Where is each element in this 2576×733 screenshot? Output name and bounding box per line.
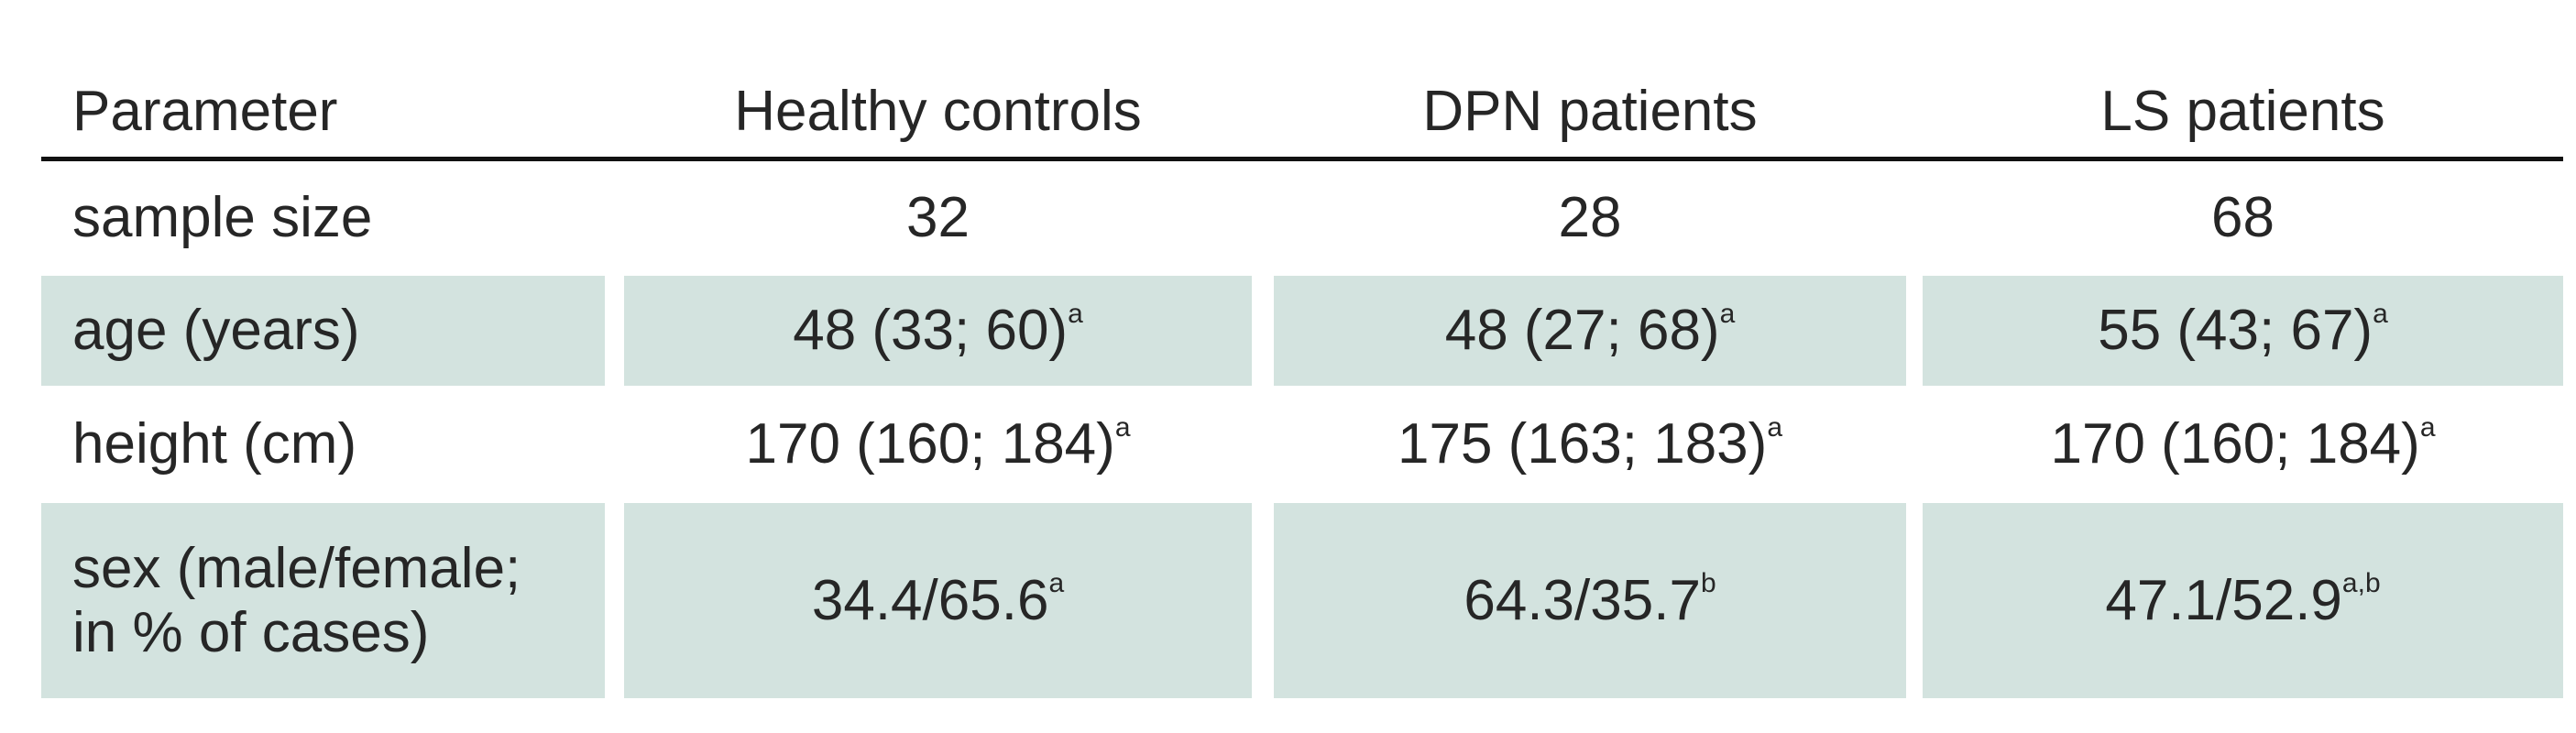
cell-content: 47.1/52.9a,b [2105,568,2381,632]
label-line: in % of cases) [72,600,430,664]
cell-content: 68 [2211,186,2275,249]
footnote-mark: a,b [2341,568,2381,599]
footnote-mark: a [1767,411,1782,443]
data-cell: 170 (160; 184)a [624,391,1252,498]
header-cell: Healthy controls [734,79,1142,143]
row-label: sex (male/female; in % of cases) [41,503,605,698]
cell-content: 170 (160; 184)a [746,412,1131,476]
row-label: age (years) [41,276,605,386]
cell-content: 32 [906,186,970,249]
footnote-mark: a [1719,298,1736,329]
label-text: age (years) [72,299,360,362]
data-cell: 55 (43; 67)a [1923,276,2563,386]
data-cell: 48 (27; 68)a [1274,276,1906,386]
data-cell: 28 [1274,165,1906,271]
cell-value: 175 (163; 183) [1398,412,1768,476]
label-text: height (cm) [72,412,356,476]
cell-value: 32 [906,186,970,250]
data-cell: 64.3/35.7b [1274,503,1906,698]
cell-content: 28 [1559,186,1622,249]
row-label: sample size [41,165,605,271]
cell-content: 55 (43; 67)a [2098,298,2388,363]
header-cell: Parameter [72,79,338,143]
cell-value: 68 [2211,186,2275,250]
cell-content: 170 (160; 184)a [2051,412,2436,476]
cell-content: 34.4/65.6a [811,568,1065,632]
cell-value: 170 (160; 184) [2050,412,2420,476]
footnote-mark: a [1048,568,1065,599]
header-cell: DPN patients [1422,79,1758,143]
cell-content: 64.3/35.7b [1463,568,1716,632]
label-line: sample size [72,186,373,250]
cell-content: 48 (33; 60)a [793,298,1083,363]
cell-value: 28 [1558,186,1622,250]
header-rule [41,157,2563,161]
label-line: sex (male/female; [72,537,521,601]
cell-value: 48 (27; 68) [1444,299,1720,363]
row-label: height (cm) [41,391,605,498]
header-cell: LS patients [2100,79,2385,143]
label-text: sample size [72,186,372,249]
data-cell: 48 (33; 60)a [624,276,1252,386]
cell-content: 175 (163; 183)a [1398,412,1782,476]
data-cell: 175 (163; 183)a [1274,391,1906,498]
cell-value: 48 (33; 60) [793,299,1069,363]
footnote-mark: b [1700,568,1716,599]
cell-value: 34.4/65.6 [811,568,1049,632]
cell-value: 170 (160; 184) [745,412,1115,476]
footnote-mark: a [1114,411,1131,443]
footnote-mark: a [2419,411,2436,443]
data-cell: 34.4/65.6a [624,503,1252,698]
data-cell: 170 (160; 184)a [1923,391,2563,498]
cell-value: 55 (43; 67) [2098,299,2373,363]
data-cell: 68 [1923,165,2563,271]
cell-value: 64.3/35.7 [1463,568,1701,632]
cell-content: 48 (27; 68)a [1444,298,1736,363]
data-cell: 32 [624,165,1252,271]
footnote-mark: a [2373,298,2388,329]
label-line: age (years) [72,299,360,363]
footnote-mark: a [1068,298,1083,329]
cell-value: 47.1/52.9 [2105,568,2342,632]
data-cell: 47.1/52.9a,b [1923,503,2563,698]
label-text: sex (male/female; in % of cases) [72,537,521,664]
label-line: height (cm) [72,412,357,476]
